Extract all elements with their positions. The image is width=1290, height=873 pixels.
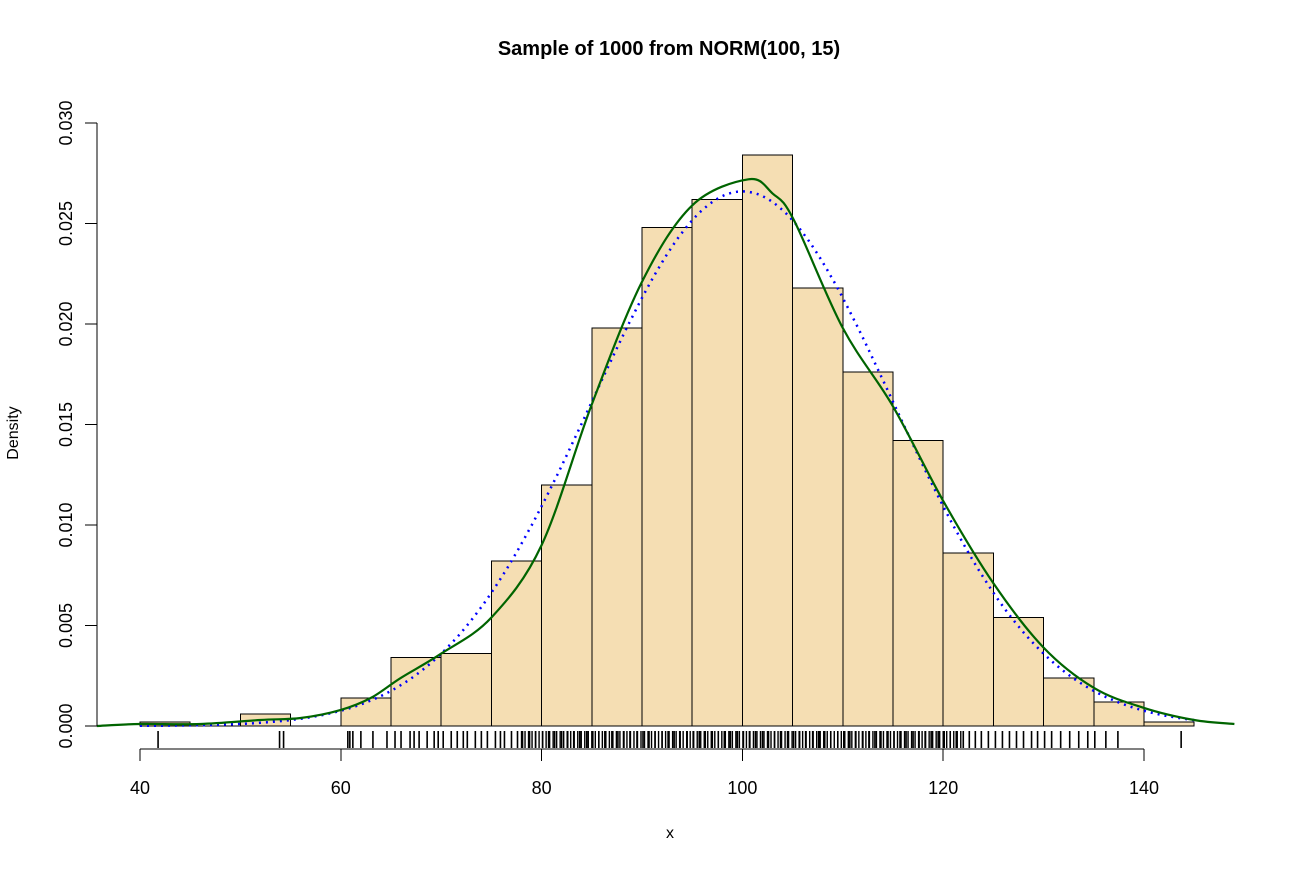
histogram-bar	[691, 198, 743, 727]
y-tick-label: 0.020	[56, 301, 76, 346]
histogram-bar	[591, 327, 643, 727]
y-tick-label: 0.000	[56, 703, 76, 748]
histogram-bar	[792, 287, 844, 727]
histogram-bar	[440, 653, 492, 727]
y-tick-label: 0.005	[56, 603, 76, 648]
histogram-bars	[139, 154, 1195, 727]
rug-ticks	[157, 731, 1182, 748]
x-tick-label: 120	[928, 778, 958, 798]
histogram-bar	[741, 154, 794, 727]
y-axis: 0.000 0.005 0.010 0.015 0.020 0.025 0.030	[56, 100, 98, 749]
y-tick-label: 0.030	[56, 100, 76, 145]
histogram-bar	[340, 697, 392, 727]
x-tick-label: 100	[727, 778, 757, 798]
y-tick-label: 0.010	[56, 502, 76, 547]
histogram-bar	[992, 616, 1045, 727]
histogram-bar	[641, 227, 693, 727]
histogram-bar	[942, 552, 994, 727]
histogram-bar	[1143, 721, 1195, 727]
x-tick-label: 60	[331, 778, 351, 798]
histogram-bar	[842, 371, 894, 727]
x-axis-label: x	[666, 825, 674, 842]
histogram-bar	[1043, 677, 1095, 727]
x-tick-label: 40	[130, 778, 150, 798]
histogram-bar	[490, 560, 543, 727]
x-axis: 40 60 80 100 120 140	[130, 748, 1159, 798]
histogram-bar	[892, 440, 944, 727]
y-tick-label: 0.025	[56, 201, 76, 246]
chart-title: Sample of 1000 from NORM(100, 15)	[497, 38, 841, 60]
histogram-bar	[541, 484, 593, 727]
x-tick-label: 80	[532, 778, 552, 798]
x-tick-label: 140	[1129, 778, 1159, 798]
kde-density-curve	[96, 177, 1235, 728]
y-tick-label: 0.015	[56, 402, 76, 447]
